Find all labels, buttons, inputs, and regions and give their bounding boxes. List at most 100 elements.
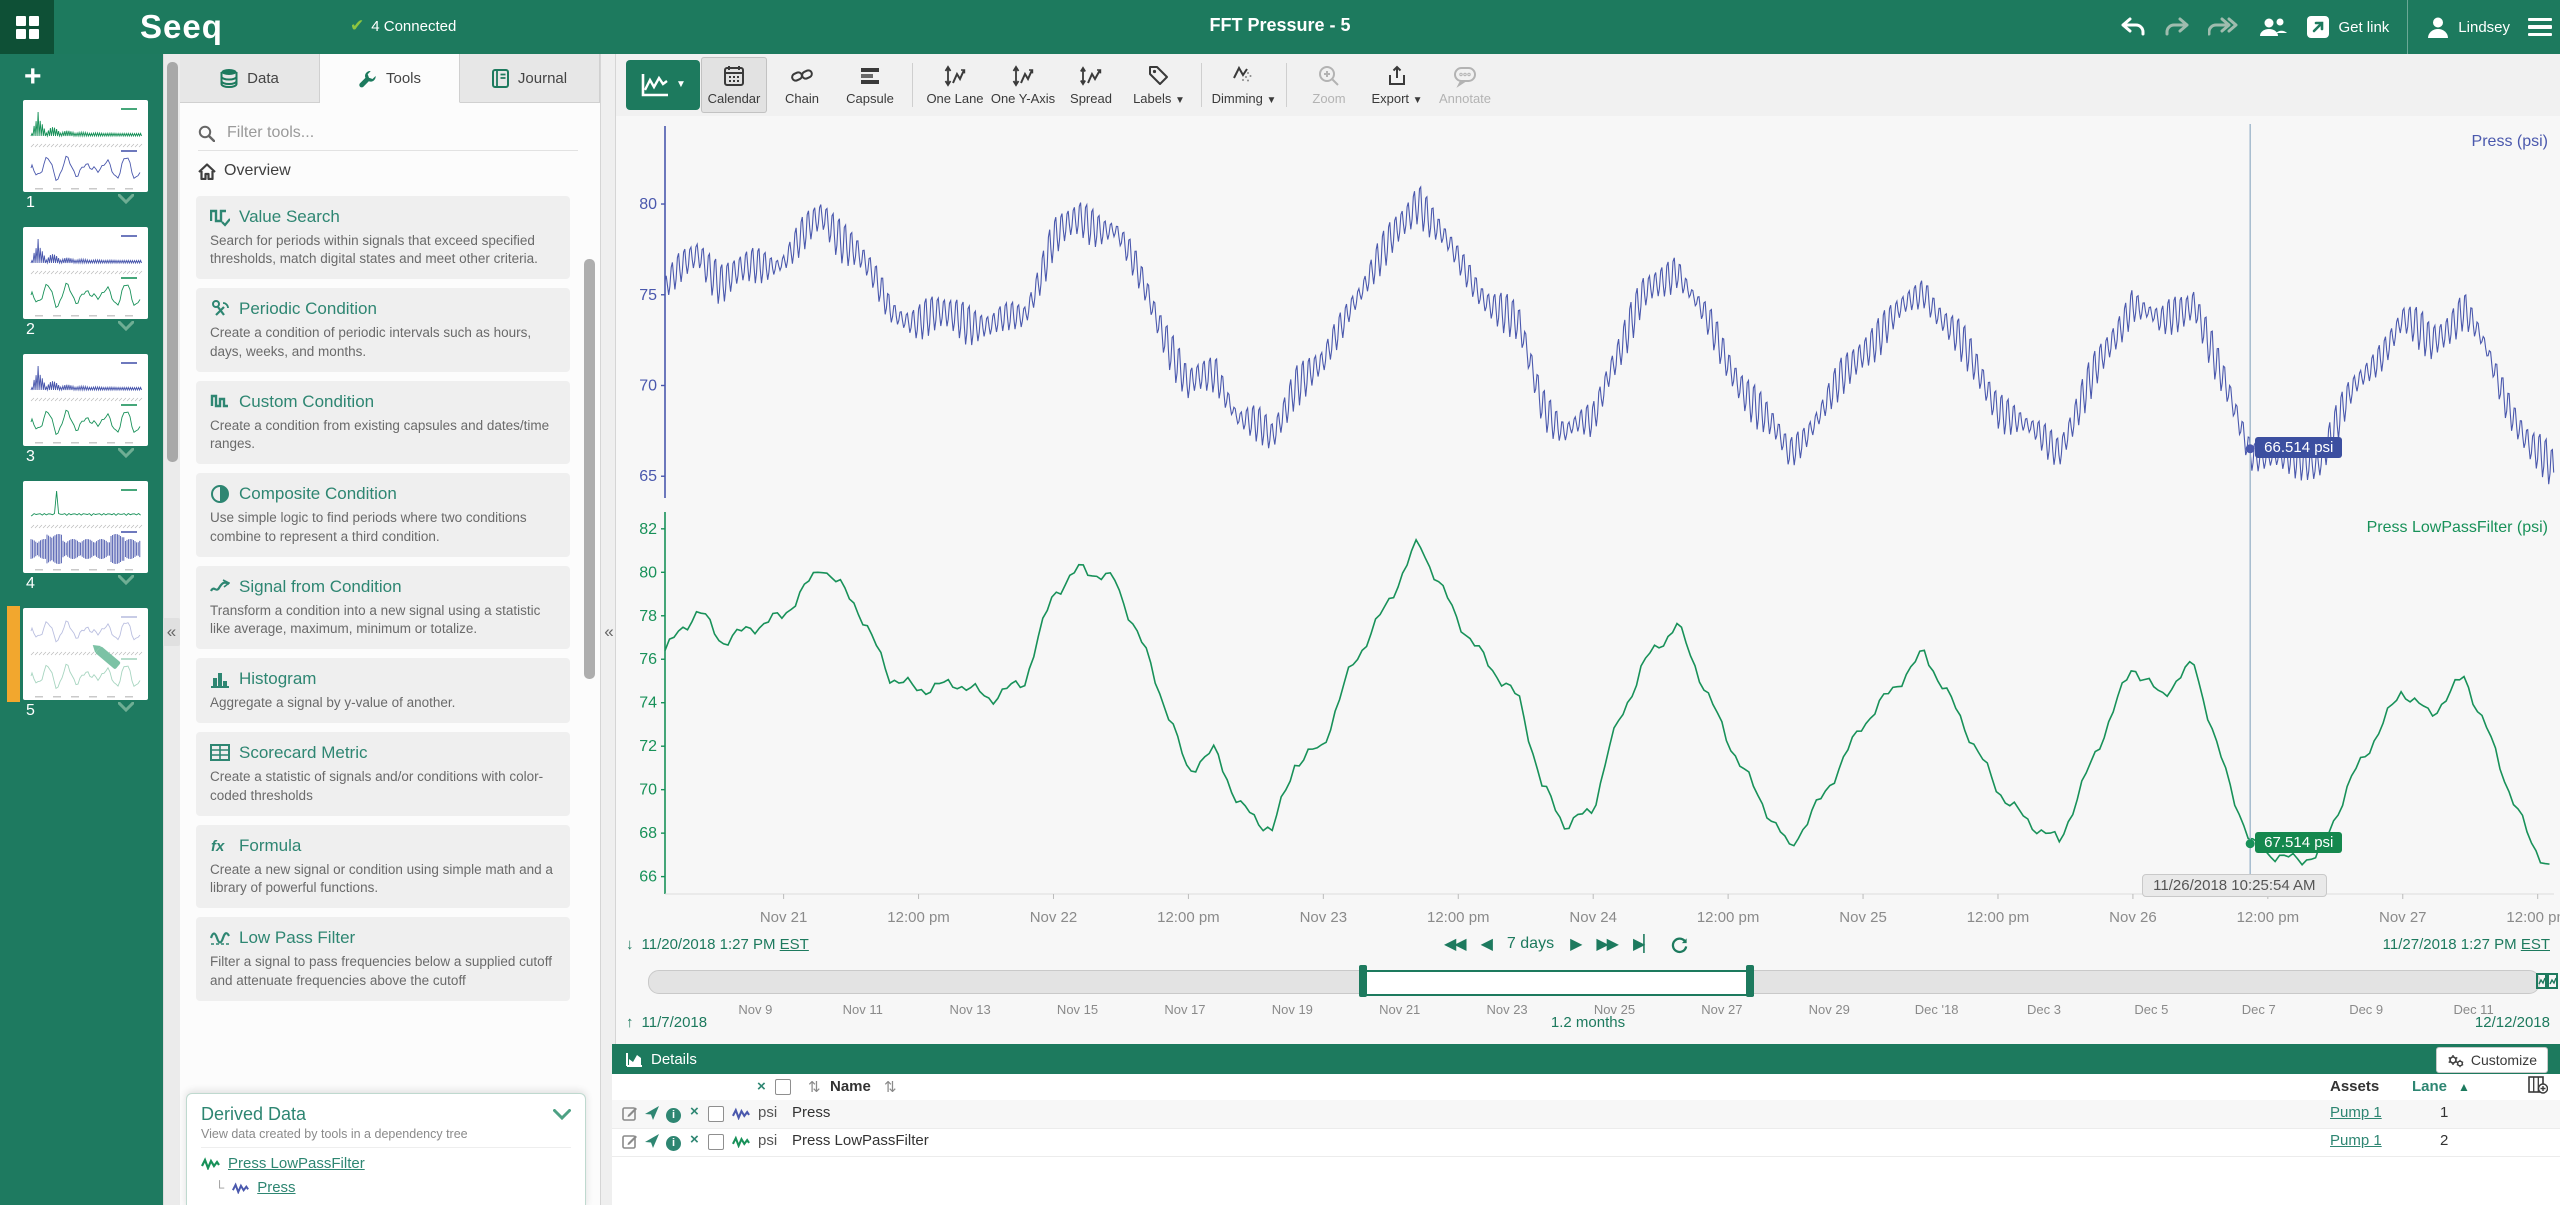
info-icon[interactable]: i	[666, 1105, 681, 1123]
gears-icon	[2448, 1054, 2464, 1067]
tool-card-periodic-condition[interactable]: Periodic Condition Create a condition of …	[196, 288, 570, 372]
edit-icon[interactable]	[622, 1105, 638, 1121]
connection-status[interactable]: ✔ 4 Connected	[350, 16, 456, 36]
chevron-down-icon[interactable]	[118, 702, 134, 712]
worksheet-thumbnail-editing[interactable]	[23, 608, 148, 700]
tool-card-histogram[interactable]: Histogram Aggregate a signal by y-value o…	[196, 658, 570, 724]
customize-button[interactable]: Customize	[2435, 1047, 2548, 1073]
one-y-axis-button[interactable]: One Y-Axis	[990, 57, 1056, 113]
range-end-timezone[interactable]: EST	[2520, 936, 2550, 953]
add-column-button[interactable]	[2528, 1076, 2548, 1094]
labels-button[interactable]: Labels ▼	[1126, 57, 1192, 113]
send-icon[interactable]	[644, 1133, 660, 1149]
app-grid-button[interactable]	[0, 0, 54, 54]
column-name[interactable]: Name	[830, 1078, 871, 1095]
chevron-down-icon[interactable]	[118, 575, 134, 585]
remove-icon[interactable]: ×	[690, 1131, 699, 1148]
tab-data[interactable]: Data	[180, 54, 320, 103]
signal-name[interactable]: Press LowPassFilter	[792, 1132, 929, 1149]
tool-card-scorecard-metric[interactable]: Scorecard Metric Create a statistic of si…	[196, 732, 570, 816]
undo-button[interactable]	[2120, 16, 2146, 38]
step-to-end-button[interactable]: ▶▏	[1632, 936, 1656, 953]
duration-label[interactable]: 7 days	[1506, 935, 1555, 952]
redo-button[interactable]	[2164, 16, 2190, 38]
add-worksheet-button[interactable]: +	[24, 60, 42, 93]
range-start-timezone[interactable]: EST	[779, 936, 809, 953]
step-forward-button[interactable]: ▶	[1570, 936, 1582, 953]
capsule-button[interactable]: Capsule	[837, 57, 903, 113]
spread-button[interactable]: Spread	[1058, 57, 1124, 113]
undo-icon	[2121, 17, 2145, 36]
tool-card-signal-from-condition[interactable]: Signal from Condition Transform a conditi…	[196, 565, 570, 650]
refresh-icon[interactable]	[1670, 935, 1689, 954]
derived-link[interactable]: Press	[257, 1179, 296, 1196]
user-menu[interactable]: Lindsey	[2426, 15, 2510, 39]
collapse-worksheets-handle[interactable]: «	[163, 618, 180, 646]
sort-asc-icon[interactable]: ▲	[2458, 1080, 2470, 1094]
range-end[interactable]: 11/27/2018 1:27 PM EST	[2383, 936, 2550, 953]
remove-icon[interactable]: ×	[690, 1103, 699, 1120]
step-back-button[interactable]: ◀	[1480, 936, 1493, 953]
chain-button[interactable]: Chain	[769, 57, 835, 113]
tab-journal[interactable]: Journal	[460, 54, 600, 103]
column-lane[interactable]: Lane	[2412, 1078, 2448, 1095]
tools-overview-link[interactable]: Overview	[198, 162, 291, 180]
send-icon[interactable]	[644, 1105, 660, 1121]
tab-tools[interactable]: Tools	[320, 54, 460, 103]
tool-card-custom-condition[interactable]: Custom Condition Create a condition from …	[196, 380, 570, 465]
unit-label: psi	[758, 1132, 778, 1149]
select-all-checkbox[interactable]	[775, 1079, 791, 1099]
signal-name[interactable]: Press	[792, 1104, 831, 1121]
overview-track[interactable]	[648, 965, 2540, 997]
row-checkbox[interactable]	[708, 1106, 724, 1126]
tool-card-formula[interactable]: fx Formula Create a new signal or conditio…	[196, 824, 570, 909]
calendar-button[interactable]: Calendar	[701, 57, 767, 113]
worksheet-thumbnail[interactable]	[23, 354, 148, 446]
tools-scrollbar[interactable]	[584, 174, 596, 1205]
step-back-fast-button[interactable]: ◀◀	[1444, 936, 1467, 953]
chevron-down-icon[interactable]	[118, 194, 134, 204]
overview-selected-window[interactable]	[1363, 970, 1754, 996]
export-button[interactable]: Export ▼	[1364, 57, 1430, 113]
overview-end-date[interactable]: 12/12/2018	[2474, 1014, 2550, 1031]
derived-link[interactable]: Press LowPassFilter	[228, 1155, 365, 1172]
row-checkbox[interactable]	[708, 1134, 724, 1154]
chevron-down-icon[interactable]	[118, 321, 134, 331]
step-forward-fast-button[interactable]: ▶▶	[1596, 936, 1619, 953]
asset-link[interactable]: Pump 1	[2330, 1104, 2382, 1121]
worksheet-thumbnail[interactable]	[23, 227, 148, 319]
filter-tools-input[interactable]	[225, 123, 549, 143]
collapse-tools-handle[interactable]: «	[604, 622, 614, 641]
overview-left-handle[interactable]	[1359, 965, 1368, 997]
dimming-button[interactable]: Dimming ▼	[1211, 57, 1277, 113]
overview-duration[interactable]: 1.2 months	[1550, 1014, 1626, 1031]
overview-tick-label: Nov 13	[949, 1002, 991, 1017]
get-link-button[interactable]: Get link	[2306, 15, 2389, 39]
sort-icon[interactable]: ⇅	[808, 1079, 821, 1096]
sort-icon[interactable]: ⇅	[884, 1079, 897, 1096]
users-button[interactable]	[2258, 16, 2288, 38]
view-selector-button[interactable]: ▼	[626, 60, 700, 110]
tool-card-low-pass-filter[interactable]: Low Pass Filter Filter a signal to pass f…	[196, 917, 570, 1001]
redo-all-button[interactable]	[2208, 16, 2240, 38]
overview-expand-button[interactable]	[2536, 970, 2558, 992]
range-start[interactable]: ↓ 11/20/2018 1:27 PM EST	[626, 936, 809, 953]
overview-right-handle[interactable]	[1745, 965, 1754, 997]
chevron-down-icon[interactable]	[553, 1109, 571, 1120]
remove-all-button[interactable]: ×	[757, 1078, 766, 1095]
seeq-logo[interactable]: Seeq	[140, 8, 223, 45]
asset-link[interactable]: Pump 1	[2330, 1132, 2382, 1149]
tool-card-value-search[interactable]: Value Search Search for periods within si…	[196, 196, 570, 280]
worksheet-thumbnail[interactable]	[23, 481, 148, 573]
edit-icon[interactable]	[622, 1133, 638, 1149]
one-lane-button[interactable]: One Lane	[922, 57, 988, 113]
trend-chart[interactable]: 80 75 70 65 82 80 78 76 74 72 70 68 66 Press (psi) Pre…	[616, 116, 2560, 932]
overview-start[interactable]: ↑ 11/7/2018	[626, 1014, 707, 1031]
main-menu-button[interactable]	[2528, 17, 2552, 37]
column-assets[interactable]: Assets	[2330, 1078, 2380, 1095]
svg-text:12:00 pm: 12:00 pm	[2237, 909, 2300, 926]
chevron-down-icon[interactable]	[118, 448, 134, 458]
worksheet-thumbnail[interactable]	[23, 100, 148, 192]
info-icon[interactable]: i	[666, 1133, 681, 1151]
tool-card-composite-condition[interactable]: Composite Condition Use simple logic to f…	[196, 473, 570, 557]
